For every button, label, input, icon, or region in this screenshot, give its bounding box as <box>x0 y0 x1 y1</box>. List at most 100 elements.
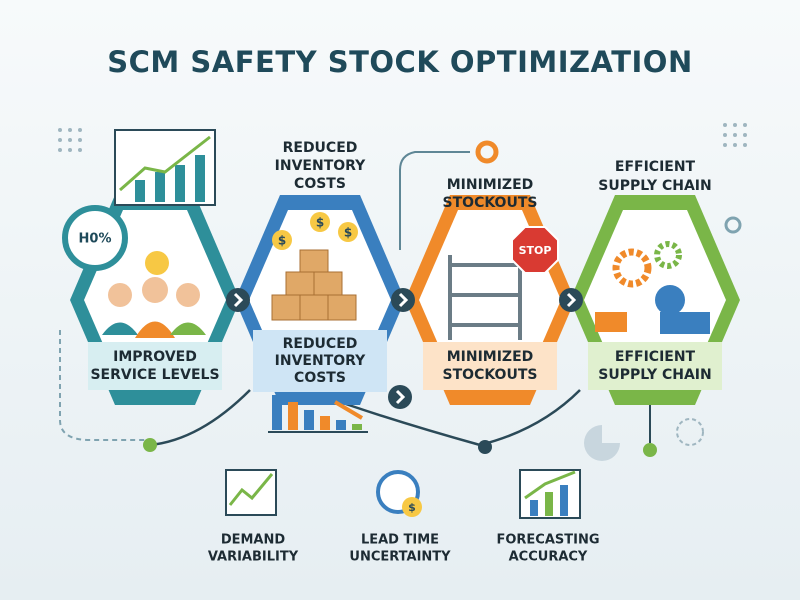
ring-decoration <box>724 216 742 234</box>
dot-grid-part <box>58 128 62 132</box>
donut-icon <box>475 140 499 164</box>
growth-chart-part <box>195 155 205 202</box>
dashed-connector <box>59 330 150 441</box>
top-label: INVENTORY <box>275 158 367 174</box>
falling-chart-part <box>288 402 298 430</box>
dot-grid-part <box>68 138 72 142</box>
stop-label: STOP <box>519 244 552 257</box>
factor-label: DEMAND <box>221 533 286 548</box>
title: SCM SAFETY STOCK OPTIMIZATION <box>107 45 692 79</box>
factor-forecasting: FORECASTING ACCURACY <box>496 469 600 565</box>
person-body <box>170 322 206 335</box>
falling-chart-part <box>272 395 282 430</box>
falling-chart <box>268 395 368 433</box>
dot-grid-part <box>78 138 82 142</box>
smiley <box>145 251 169 275</box>
label-band <box>88 342 222 390</box>
falling-chart-part <box>336 420 346 430</box>
stage-improved-service: IMPROVED SERVICE LEVELS H0% <box>62 129 240 405</box>
factor-label: UNCERTAINTY <box>349 550 451 565</box>
nodes <box>143 438 657 457</box>
ring-decoration <box>676 418 704 446</box>
growth-chart-part <box>155 172 165 202</box>
falling-chart-part <box>304 410 314 430</box>
chevrons-part <box>566 292 577 308</box>
person <box>108 283 132 307</box>
falling-chart-part <box>320 416 330 430</box>
top-label: MINIMIZED <box>447 177 534 193</box>
dot-grid-part <box>68 128 72 132</box>
coin-symbol: $ <box>316 216 324 230</box>
gauge-label: H0% <box>79 232 112 247</box>
dot-grid-part <box>58 138 62 142</box>
chevrons-part <box>391 288 415 312</box>
stage-label: INVENTORY <box>275 353 367 369</box>
stage-minimized-stockouts: MINIMIZED STOCKOUTS MINIMIZED STOCKOUTS … <box>405 140 575 405</box>
dot-grid <box>58 123 747 152</box>
growth-chart <box>114 129 216 206</box>
coin-symbol: $ <box>344 226 352 240</box>
growth-chart-part <box>119 135 211 192</box>
stage-label: MINIMIZED <box>447 349 534 365</box>
top-label: COSTS <box>294 176 346 192</box>
factor-label: LEAD TIME <box>361 533 439 548</box>
boxes-part <box>299 294 329 321</box>
stage-reduced-costs: REDUCED INVENTORY COSTS REDUCED INVENTOR… <box>235 140 405 433</box>
factor-forecasting-part <box>530 500 538 516</box>
top-label: STOCKOUTS <box>443 195 538 211</box>
stage-label: STOCKOUTS <box>443 367 538 383</box>
falling-chart-part <box>333 400 364 420</box>
stage-label: IMPROVED <box>113 349 197 365</box>
boxes-part <box>299 249 329 273</box>
pie-decoration <box>584 425 620 461</box>
connector <box>399 151 470 250</box>
gauge <box>62 205 128 271</box>
chevrons-part <box>233 292 244 308</box>
stage-label: EFFICIENT <box>615 349 696 365</box>
coin <box>402 497 422 517</box>
dot-grid-part <box>58 148 62 152</box>
icon-line <box>524 470 576 500</box>
coin-symbol: $ <box>408 501 416 514</box>
dot-grid-part <box>68 148 72 152</box>
person-body <box>135 321 175 338</box>
person <box>176 283 200 307</box>
boxes <box>271 249 357 321</box>
chevrons-part <box>398 292 409 308</box>
coin <box>338 222 358 242</box>
factor-forecasting-part <box>545 492 553 516</box>
dot-grid-part <box>733 143 737 147</box>
coin <box>310 212 330 232</box>
person-body <box>102 322 138 335</box>
coin-symbol: $ <box>278 234 286 248</box>
top-label: EFFICIENT <box>615 159 696 175</box>
stage-label: SUPPLY CHAIN <box>598 367 711 383</box>
label-band <box>253 330 387 392</box>
nodes-part <box>643 443 657 457</box>
dot-grid-part <box>723 133 727 137</box>
chevrons-part <box>226 288 250 312</box>
globe <box>655 285 685 315</box>
factor-label: VARIABILITY <box>208 550 299 565</box>
boxes-part <box>285 271 315 296</box>
dot-grid-part <box>743 123 747 127</box>
flow-curve <box>149 389 251 447</box>
stage-label: SERVICE LEVELS <box>90 367 219 383</box>
factor-forecasting-part <box>560 485 568 516</box>
boxes-part <box>327 294 357 321</box>
boxes-part <box>271 294 301 321</box>
dot-grid-part <box>743 143 747 147</box>
label-band <box>588 342 722 390</box>
stop-sign <box>511 226 559 274</box>
nodes-part <box>478 440 492 454</box>
dot-grid-part <box>733 133 737 137</box>
stage-label: REDUCED <box>283 336 358 352</box>
coin <box>272 230 292 250</box>
gear <box>612 248 652 288</box>
dot-grid-part <box>723 123 727 127</box>
factor-demand: DEMAND VARIABILITY <box>208 469 299 565</box>
dot-grid-part <box>78 128 82 132</box>
stage-efficient-supply: EFFICIENT SUPPLY CHAIN EFFICIENT SUPPLY … <box>570 159 740 405</box>
growth-chart-part <box>135 180 145 202</box>
